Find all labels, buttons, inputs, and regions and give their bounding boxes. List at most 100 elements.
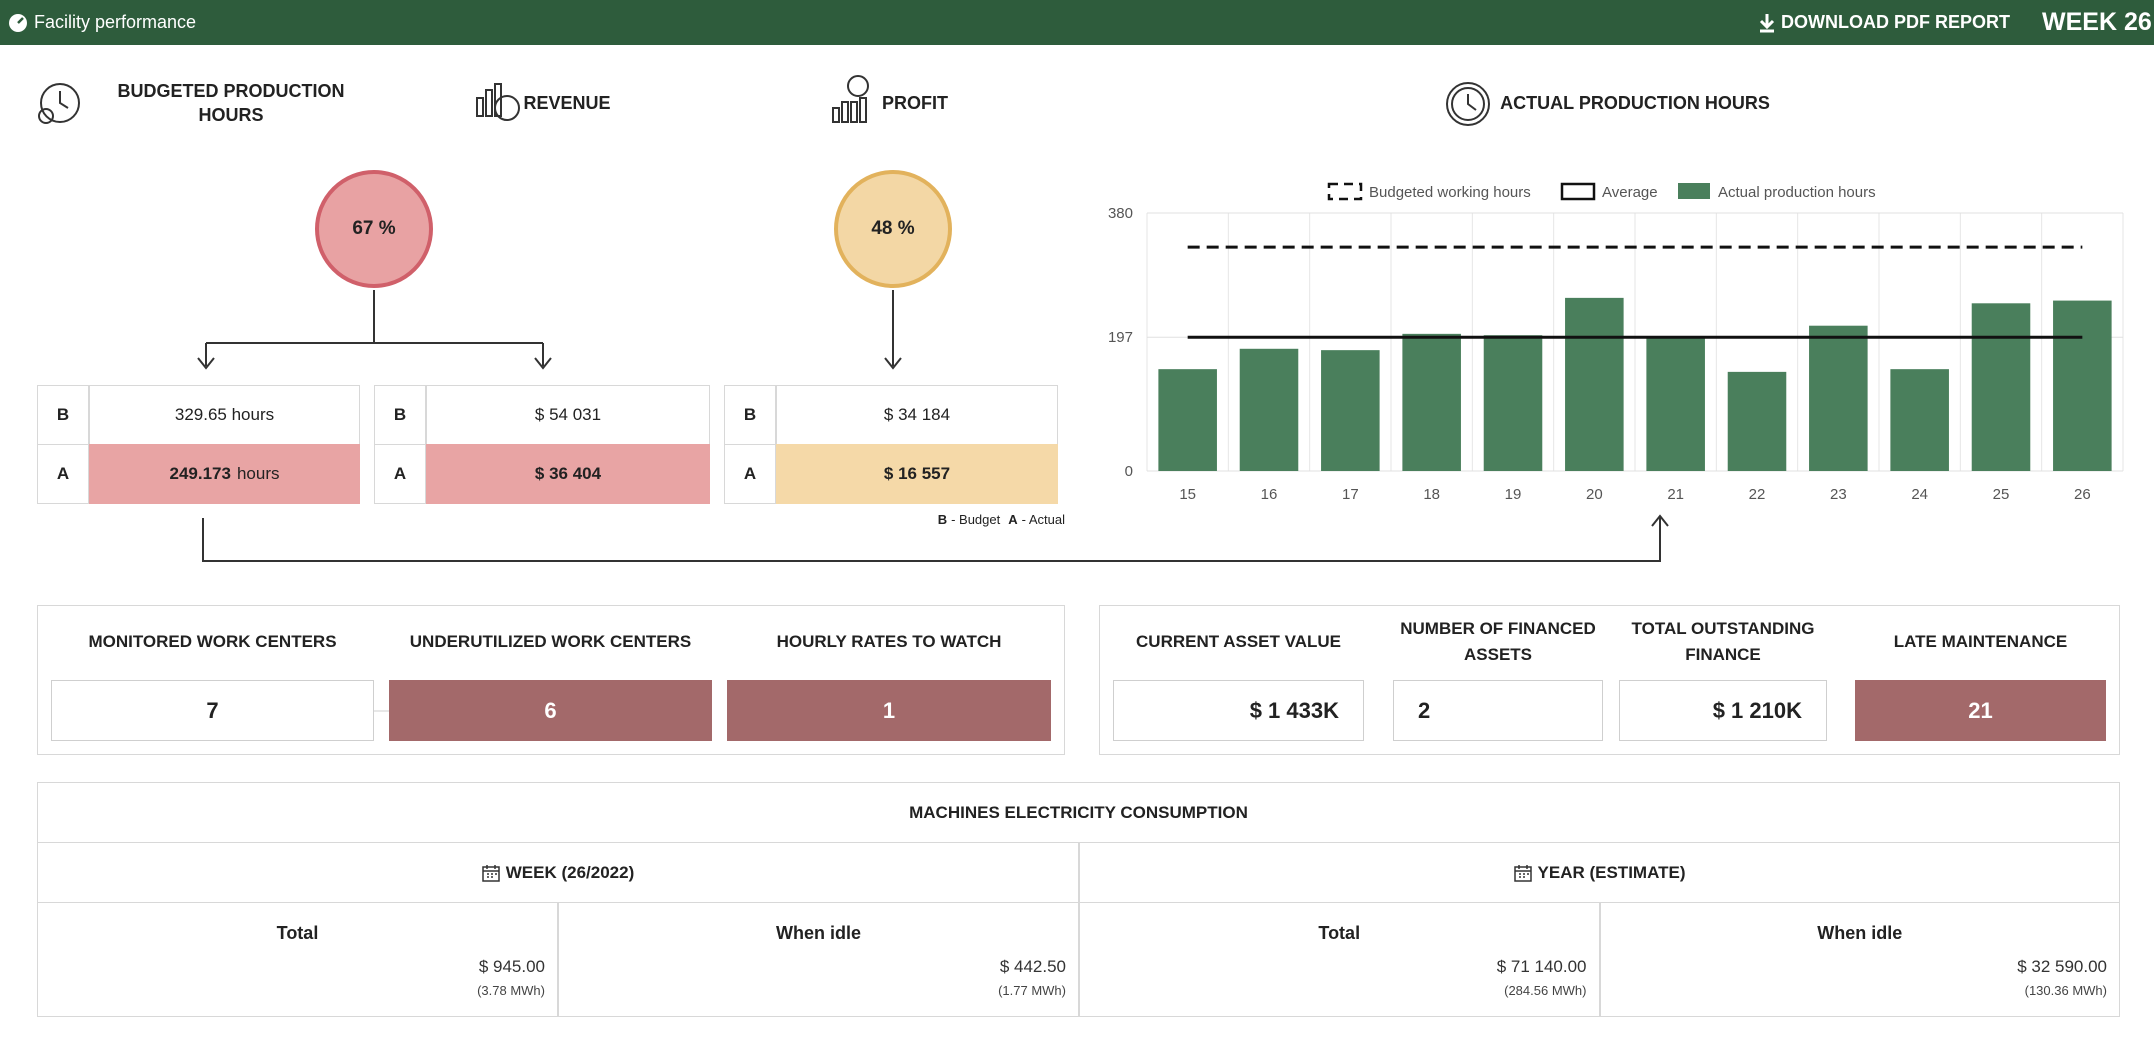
x-tick-label: 21 [1667,486,1684,503]
section-title: BUDGETED PRODUCTION HOURS [117,81,345,125]
bar [1239,348,1299,471]
cell-energy: (3.78 MWh) [477,983,545,998]
note-key: B [937,512,948,527]
row-label: A [724,444,776,504]
calendar-icon [1513,864,1532,882]
legend-swatch [1327,182,1363,201]
x-tick-label: 17 [1342,486,1359,503]
bar [1565,297,1624,471]
y-tick-label: 197 [1108,329,1133,346]
period-header: WEEK (26/2022) [37,842,1079,903]
period-header: YEAR (ESTIMATE) [1079,842,2120,903]
download-button[interactable]: DOWNLOAD PDF REPORT [1781,12,2010,32]
cell-label: When idle [776,923,861,943]
consumption-cell: When idle $ 442.50 (1.77 MWh) [558,902,1079,1017]
legend-swatch [1560,182,1596,201]
summary-label: LATE MAINTENANCE [1893,632,2068,651]
summary-value: 21 [1855,680,2106,741]
summary-label: TOTAL OUTSTANDING FINANCE [1631,619,1815,664]
period-label: WEEK (26/2022) [505,862,635,882]
percent-text: 67 % [352,218,396,239]
bar [1321,350,1380,471]
x-tick-label: 26 [2074,486,2091,503]
actual-number: 249.173 [169,464,231,483]
summary-value: $ 1 210K [1619,680,1827,741]
week-label: WEEK 26 [2042,8,2152,36]
summary-label: MONITORED WORK CENTERS [88,632,337,651]
note-text: - Budget [951,512,1001,527]
bar [1809,325,1868,471]
download-icon[interactable] [1758,13,1776,33]
percent-circle: 67 % [315,170,433,288]
row-label: B [374,385,426,445]
x-tick-label: 18 [1423,486,1440,503]
summary-label: HOURLY RATES TO WATCH [776,632,1002,651]
summary-label: NUMBER OF FINANCED ASSETS [1400,619,1596,664]
row-label: B [37,385,89,445]
actual-value: $ 36 404 [426,444,710,504]
summary-value: $ 1 433K [1113,680,1364,741]
cell-amount: $ 442.50 [999,957,1066,976]
row-label: B [724,385,776,445]
summary-value: 2 [1393,680,1603,741]
note-text: - Actual [1021,512,1065,527]
bar [1483,335,1543,471]
summary-label: CURRENT ASSET VALUE [1136,632,1341,651]
x-tick-label: 25 [1993,486,2010,503]
cell-label: When idle [1817,923,1903,943]
cell-amount: $ 71 140.00 [1496,957,1587,976]
bar [1402,333,1461,471]
x-tick-label: 15 [1179,486,1196,503]
legend-swatch [1678,183,1710,199]
bar [1646,336,1705,471]
percent-text: 48 % [871,218,915,239]
x-tick-label: 24 [1911,486,1928,503]
legend-label: Budgeted working hours [1369,184,1531,201]
summary-panel [37,605,1065,755]
bar [1971,303,2031,471]
consumption-cell: Total $ 71 140.00 (284.56 MWh) [1079,902,1600,1017]
bar [1727,371,1787,471]
row-label: A [37,444,89,504]
legend-note: B- Budget A - Actual [900,512,1065,527]
y-tick-label: 380 [1108,205,1133,222]
dashboard-icon [9,14,27,32]
cell-amount: $ 945.00 [478,957,545,976]
summary-label: UNDERUTILIZED WORK CENTERS [409,632,692,651]
summary-panel [1099,605,2120,755]
section-title: PROFIT [882,93,948,113]
bar [1890,369,1949,471]
summary-value: 6 [389,680,712,741]
actual-number: $ 36 404 [534,464,602,483]
cell-amount: $ 32 590.00 [2017,957,2107,976]
consumption-cell: When idle $ 32 590.00 (130.36 MWh) [1599,902,2120,1017]
actual-unit: hours [236,464,280,483]
actual-value: 249.173 hours [89,444,360,504]
x-tick-label: 22 [1749,486,1766,503]
legend-label: Average [1602,184,1658,201]
table-title: MACHINES ELECTRICITY CONSUMPTION [37,782,2120,843]
legend-label: Actual production hours [1718,184,1876,201]
period-label: YEAR (ESTIMATE) [1537,862,1686,882]
note-key: A [1008,512,1018,527]
x-tick-label: 16 [1261,486,1278,503]
cell-label: Total [1318,923,1361,943]
icons [38,75,1490,126]
header-bar: Facility performance DOWNLOAD PDF REPORT… [0,0,2154,45]
x-tick-label: 20 [1586,486,1603,503]
budget-value: $ 54 031 [426,385,710,445]
actual-number: $ 16 557 [883,464,951,483]
y-tick-label: 0 [1125,463,1133,480]
bar [2053,300,2112,471]
x-tick-label: 23 [1830,486,1847,503]
cell-energy: (284.56 MWh) [1504,983,1587,998]
actual-value: $ 16 557 [776,444,1058,504]
cell-label: Total [276,923,319,943]
bar [1158,369,1217,471]
header-title: Facility performance [34,12,197,32]
row-label: A [374,444,426,504]
percent-circle: 48 % [834,170,952,288]
section-title: ACTUAL PRODUCTION HOURS [1500,93,1770,113]
